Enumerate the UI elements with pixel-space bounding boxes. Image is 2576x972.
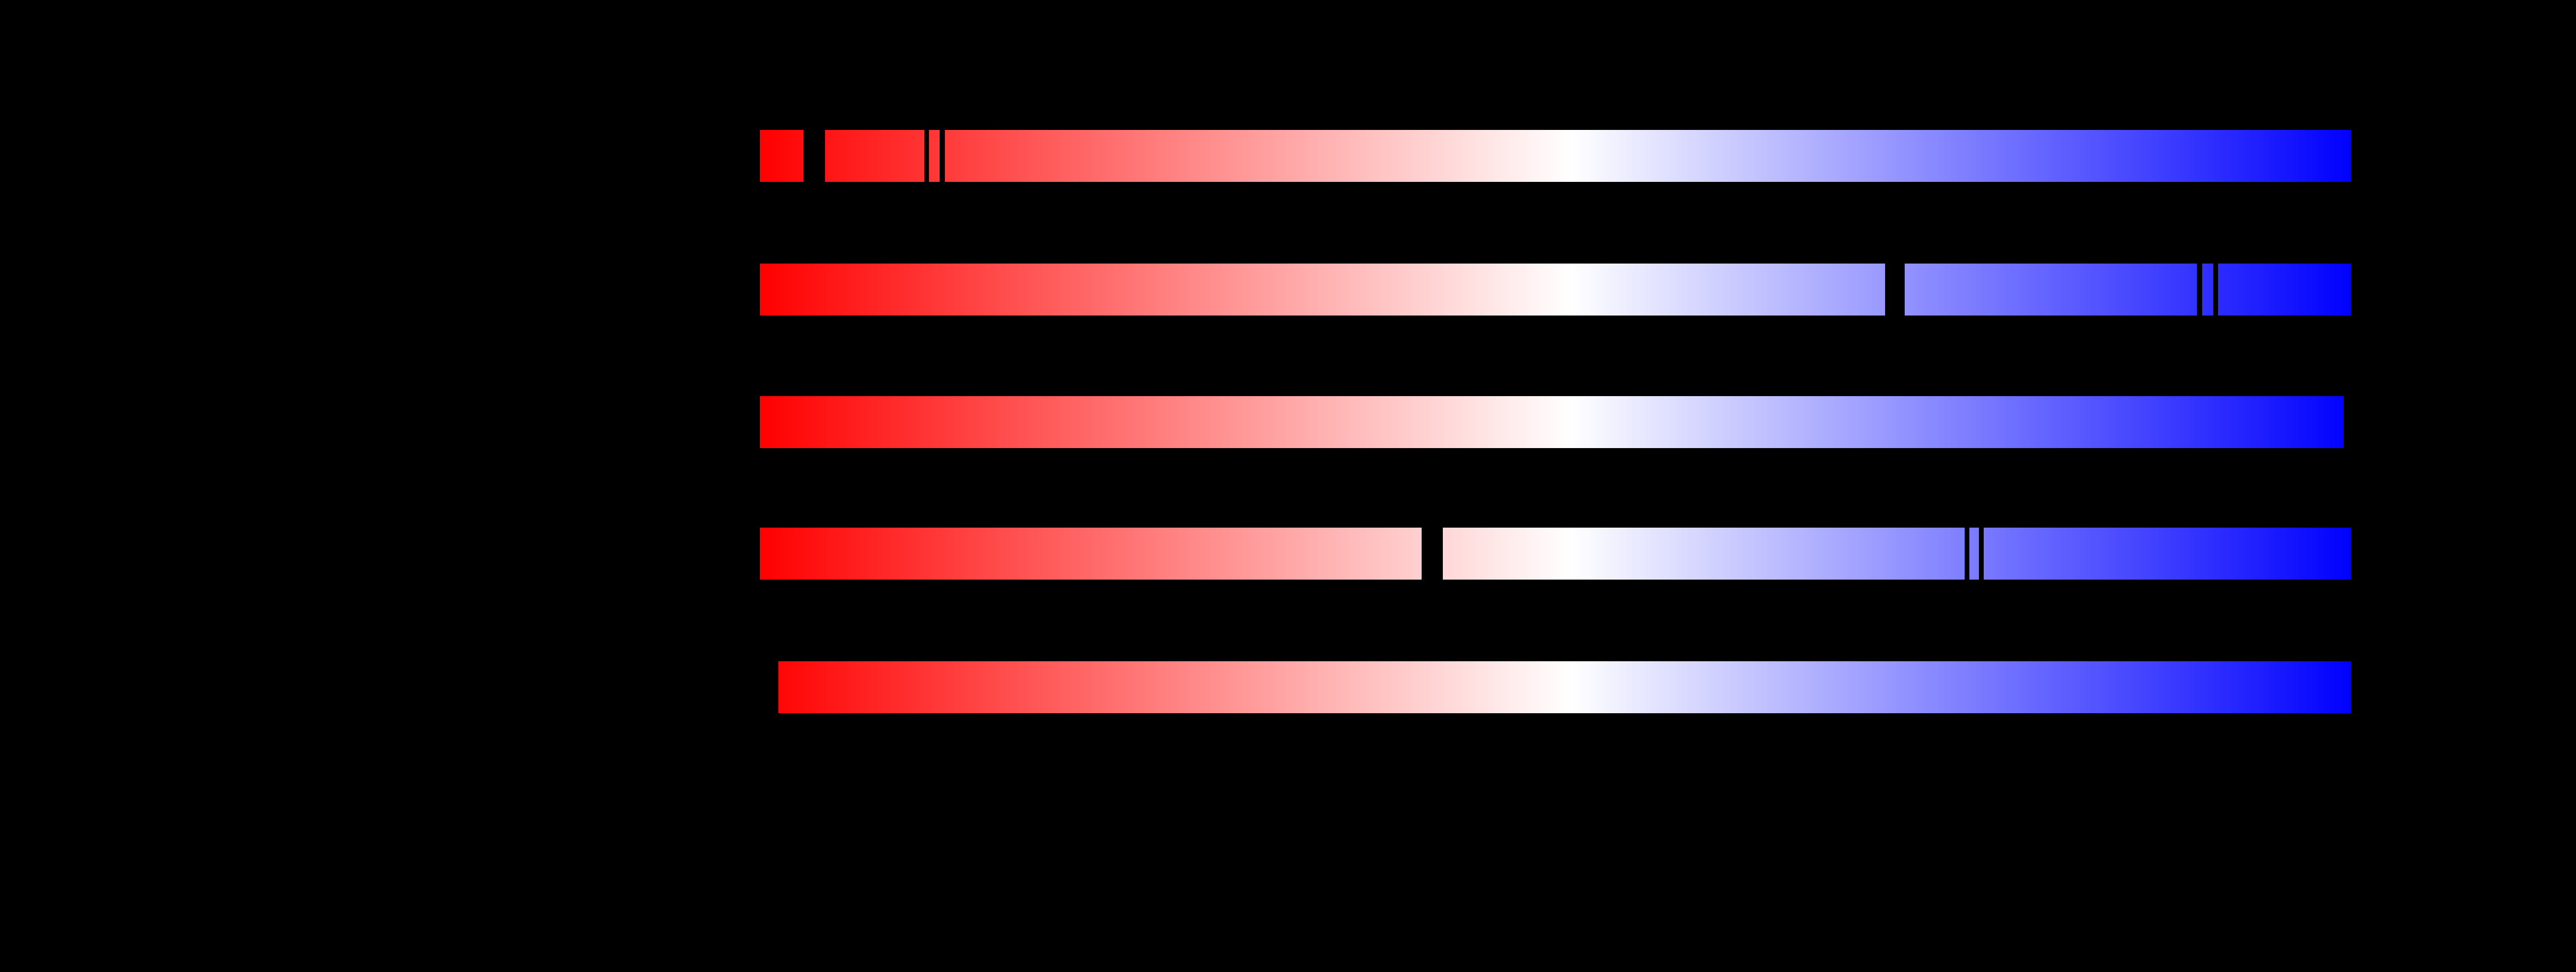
gradient-bar-row-bar-1 (759, 129, 2351, 182)
bar-gap-overlay (803, 129, 825, 182)
gradient-bars-track (759, 0, 2351, 972)
gradient-bar-row-bar-5 (759, 661, 2351, 714)
bar-gap-overlay (2343, 396, 2351, 449)
bar-tick-overlay (924, 129, 929, 182)
bar-gap-overlay (1421, 527, 1443, 580)
bar-tick-overlay (2213, 262, 2218, 316)
bar-gap-overlay (759, 661, 778, 714)
gradient-bar-row-bar-2 (759, 262, 2351, 316)
bar-gap-overlay (1885, 262, 1905, 316)
bar-tick-overlay (1964, 527, 1970, 580)
gradient-bar-row-bar-3 (759, 396, 2351, 449)
gradient-bar-row-bar-4 (759, 527, 2351, 580)
bar-tick-overlay (1978, 527, 1984, 580)
bar-tick-overlay (2196, 262, 2202, 316)
bar-tick-overlay (939, 129, 945, 182)
